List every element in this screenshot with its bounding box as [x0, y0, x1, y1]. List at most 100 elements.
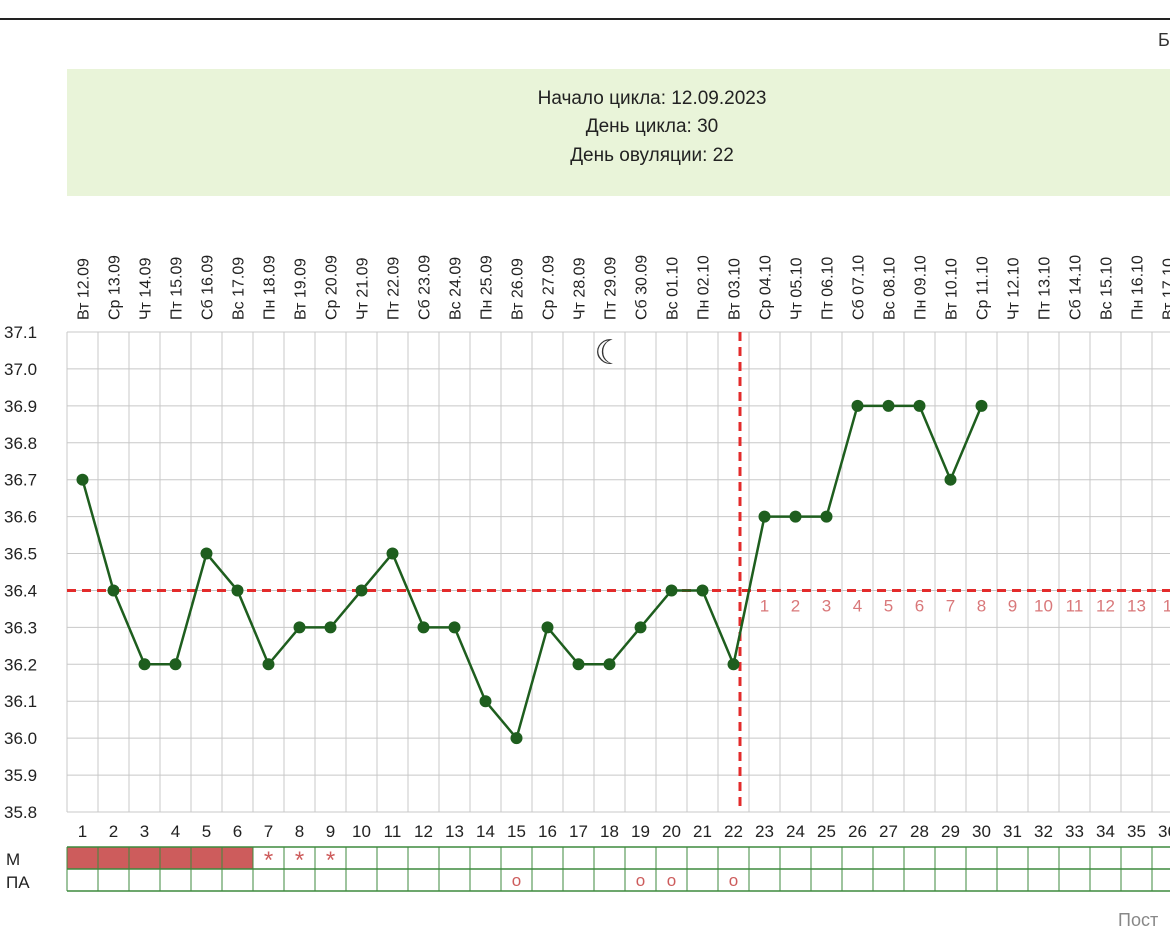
day-number: 2: [109, 822, 118, 841]
temperature-point: [944, 473, 957, 486]
spotting-mark: *: [326, 847, 335, 874]
day-number: 17: [569, 822, 588, 841]
spotting-mark: *: [295, 847, 304, 874]
post-ovulation-count: 11: [1066, 596, 1084, 615]
date-label: Ср 13.09: [107, 255, 124, 320]
cycle-info-box: Начало цикла: 12.09.2023 День цикла: 30 …: [67, 69, 1170, 196]
date-label: Вт 12.09: [76, 258, 93, 320]
date-label: Ср 11.10: [975, 256, 992, 320]
temperature-point: [262, 658, 275, 671]
day-number: 10: [352, 822, 371, 841]
date-label: Вс 17.09: [231, 257, 248, 320]
moon-icon: ☾: [594, 333, 624, 373]
date-label: Вт 03.10: [727, 258, 744, 320]
date-label: Вт 19.09: [293, 258, 310, 320]
post-ovulation-count: 6: [915, 596, 924, 615]
day-number: 12: [414, 822, 433, 841]
post-ovulation-count: 10: [1034, 596, 1053, 615]
temperature-line: [81, 404, 983, 741]
ovulation-day-text: День овуляции: 22: [570, 145, 734, 166]
date-label: Чт 14.09: [138, 257, 155, 320]
day-number: 13: [445, 822, 464, 841]
day-number: 9: [326, 822, 335, 841]
pa-row-label: ПА: [6, 873, 30, 892]
day-number: 19: [631, 822, 650, 841]
post-ovulation-count: 7: [946, 596, 955, 615]
y-tick-label: 36.4: [4, 581, 37, 600]
date-label: Пн 25.09: [479, 255, 496, 320]
date-label: Пт 15.09: [169, 257, 186, 320]
day-number: 18: [600, 822, 619, 841]
footer-text: Пост: [1118, 910, 1159, 930]
plot-area: [67, 332, 1170, 812]
temperature-point: [293, 621, 306, 634]
temperature-point: [603, 658, 616, 671]
date-label: Чт 28.09: [572, 257, 589, 320]
date-label: Пт 13.10: [1037, 257, 1054, 320]
day-number: 14: [476, 822, 495, 841]
day-number: 3: [140, 822, 149, 841]
y-tick-label: 36.5: [4, 545, 37, 564]
day-number: 23: [755, 822, 774, 841]
pa-mark: o: [729, 871, 738, 890]
cycle-day-text: День цикла: 30: [585, 116, 719, 137]
date-label: Сб 30.09: [634, 255, 651, 320]
day-number: 34: [1096, 822, 1115, 841]
post-ovulation-count: 1: [760, 596, 769, 615]
date-label: Чт 21.09: [355, 257, 372, 320]
y-tick-label: 36.7: [4, 471, 37, 490]
day-number: 35: [1127, 822, 1146, 841]
day-number: 11: [384, 822, 402, 841]
y-tick-label: 36.0: [4, 729, 37, 748]
date-label: Вс 08.10: [882, 257, 899, 320]
date-label: Вт 26.09: [510, 258, 527, 320]
date-label: Ср 20.09: [324, 255, 341, 320]
post-ovulation-count: 12: [1096, 596, 1115, 615]
day-number: 28: [910, 822, 929, 841]
m-row-label: М: [6, 850, 20, 869]
post-ovulation-count: 4: [853, 596, 862, 615]
temperature-point: [882, 399, 895, 412]
y-tick-label: 37.1: [4, 323, 37, 342]
day-number: 7: [264, 822, 273, 841]
temperature-point: [758, 510, 771, 523]
day-number: 31: [1003, 822, 1022, 841]
day-number: 22: [724, 822, 743, 841]
temperature-point: [572, 658, 585, 671]
top-divider: [0, 18, 1170, 20]
y-tick-label: 36.2: [4, 655, 37, 674]
date-label: Вс 01.10: [665, 257, 682, 320]
temperature-point: [355, 584, 368, 597]
temperature-point: [541, 621, 554, 634]
date-label: Ср 04.10: [758, 255, 775, 320]
temperature-point: [479, 695, 492, 708]
date-label: Пн 16.10: [1130, 255, 1147, 320]
cycle-start-text: Начало цикла: 12.09.2023: [537, 88, 767, 109]
temperature-point: [696, 584, 709, 597]
date-label: Сб 14.10: [1068, 255, 1085, 320]
date-label: Пт 06.10: [820, 257, 837, 320]
day-number: 29: [941, 822, 960, 841]
date-label: Чт 05.10: [789, 257, 806, 320]
temperature-point: [324, 621, 337, 634]
temperature-point: [510, 732, 523, 745]
temperature-point: [727, 658, 740, 671]
date-label: Пн 18.09: [262, 255, 279, 320]
day-number: 4: [171, 822, 180, 841]
day-number: 36: [1158, 822, 1170, 841]
y-tick-label: 36.3: [4, 618, 37, 637]
date-label: Пт 29.09: [603, 257, 620, 320]
temperature-point: [417, 621, 430, 634]
temperature-point: [107, 584, 120, 597]
y-tick-label: 36.1: [4, 692, 37, 711]
spotting-mark: *: [264, 847, 273, 874]
pa-mark: o: [667, 871, 676, 890]
date-label: Сб 16.09: [200, 255, 217, 320]
temperature-point: [851, 399, 864, 412]
date-label: Вс 15.10: [1099, 257, 1116, 320]
day-number: 33: [1065, 822, 1084, 841]
day-number: 32: [1034, 822, 1053, 841]
temperature-point: [820, 510, 833, 523]
day-number: 25: [817, 822, 836, 841]
